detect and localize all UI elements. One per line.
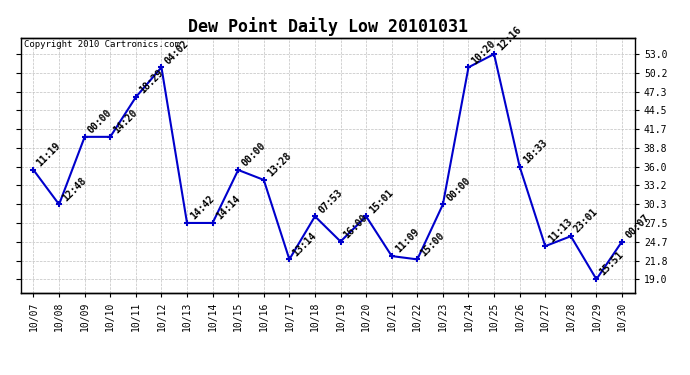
Text: 23:01: 23:01	[572, 207, 600, 235]
Text: 14:20: 14:20	[112, 108, 139, 135]
Text: 12:48: 12:48	[61, 175, 88, 203]
Text: 00:00: 00:00	[239, 141, 268, 169]
Text: 00:00: 00:00	[444, 175, 472, 203]
Text: 11:09: 11:09	[393, 227, 421, 255]
Text: 14:14: 14:14	[214, 194, 242, 222]
Text: 11:13: 11:13	[546, 217, 575, 245]
Text: 00:07: 00:07	[623, 212, 651, 240]
Title: Dew Point Daily Low 20101031: Dew Point Daily Low 20101031	[188, 17, 468, 36]
Text: 00:00: 00:00	[86, 108, 114, 135]
Text: 13:14: 13:14	[290, 230, 319, 258]
Text: 04:02: 04:02	[163, 38, 190, 66]
Text: 14:42: 14:42	[188, 194, 216, 222]
Text: 10:20: 10:20	[470, 38, 497, 66]
Text: 12:16: 12:16	[495, 25, 523, 52]
Text: 15:01: 15:01	[368, 187, 395, 215]
Text: 15:51: 15:51	[598, 250, 626, 278]
Text: 07:53: 07:53	[316, 187, 344, 215]
Text: 13:28: 13:28	[265, 151, 293, 178]
Text: 18:33: 18:33	[521, 137, 549, 165]
Text: 11:19: 11:19	[35, 141, 63, 169]
Text: 18:29: 18:29	[137, 68, 165, 96]
Text: Copyright 2010 Cartronics.com: Copyright 2010 Cartronics.com	[23, 40, 179, 49]
Text: 16:00: 16:00	[342, 212, 370, 240]
Text: 15:00: 15:00	[419, 230, 446, 258]
